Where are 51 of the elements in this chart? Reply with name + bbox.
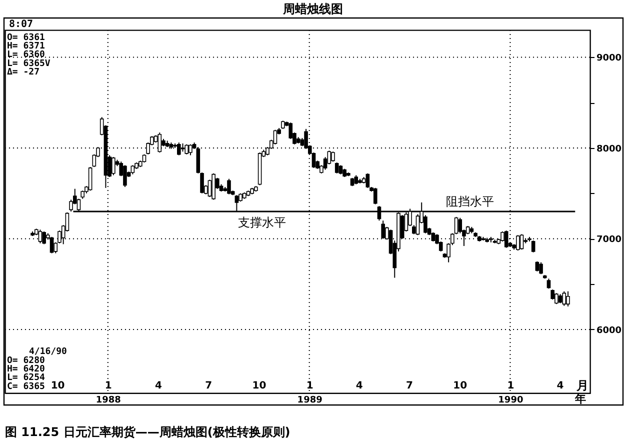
annotation: O= 6361 H= 6371 L= 6360 L= 6365V Δ= -27 [7,33,51,78]
candlestick [331,151,335,162]
candlestick [554,292,558,305]
chart-title: 周蜡烛线图 [282,2,343,16]
candlestick [130,164,135,175]
candlestick [338,164,343,175]
candlestick [227,178,231,195]
candlestick [112,156,116,176]
candlestick [42,230,46,245]
candlestick [334,162,339,174]
y-tick-label: 6000 [596,326,622,336]
candlestick [539,262,543,275]
x-tick-label: 7 [406,380,413,392]
candlestick [354,174,358,185]
candlestick [516,234,520,252]
x-axis-title: 月 [576,378,588,392]
candlestick [184,144,189,155]
x-tick-label: 7 [205,380,212,392]
candlestick [550,289,554,300]
x-tick-label: 10 [50,380,65,392]
candlestick [566,290,570,307]
candlestick [88,166,92,192]
annotation: O= 6280 H= 6420 L= 6254 C= 6365 [7,356,46,392]
candlestick [177,142,181,156]
y-tick-label: 7000 [596,235,622,246]
candlestick [562,290,566,306]
candlestick [535,260,540,272]
candlestick [366,172,370,188]
candlestick [373,187,378,205]
y-tick-label: 8000 [596,144,622,154]
x2-axis-title: 年 [574,392,586,406]
x-tick-label: 10 [453,380,468,392]
text: 8:07 [9,19,34,30]
candlestick [454,216,458,235]
annotation: 4/16/90 [29,347,67,357]
annotation: 支撑水平 [238,216,286,230]
candlestick [123,164,127,188]
caption: 图 11.25 日元汇率期货——周蜡烛图(极性转换原则) [5,425,290,439]
x-tick-label: 4 [356,380,363,392]
x-tick-label: 10 [252,380,266,392]
candlestick [273,129,278,145]
x2-tick-label: 1988 [96,396,121,406]
y-tick-label: 9000 [596,54,622,64]
annotation: 阻挡水平 [446,194,494,208]
x-tick-label: 4 [556,380,564,392]
candlestick [558,294,562,304]
x-tick-label: 4 [155,380,162,392]
candlestick [188,144,192,156]
x2-tick-label: 1989 [297,396,322,406]
candlestick [546,278,551,290]
x2-tick-label: 1990 [498,396,524,406]
